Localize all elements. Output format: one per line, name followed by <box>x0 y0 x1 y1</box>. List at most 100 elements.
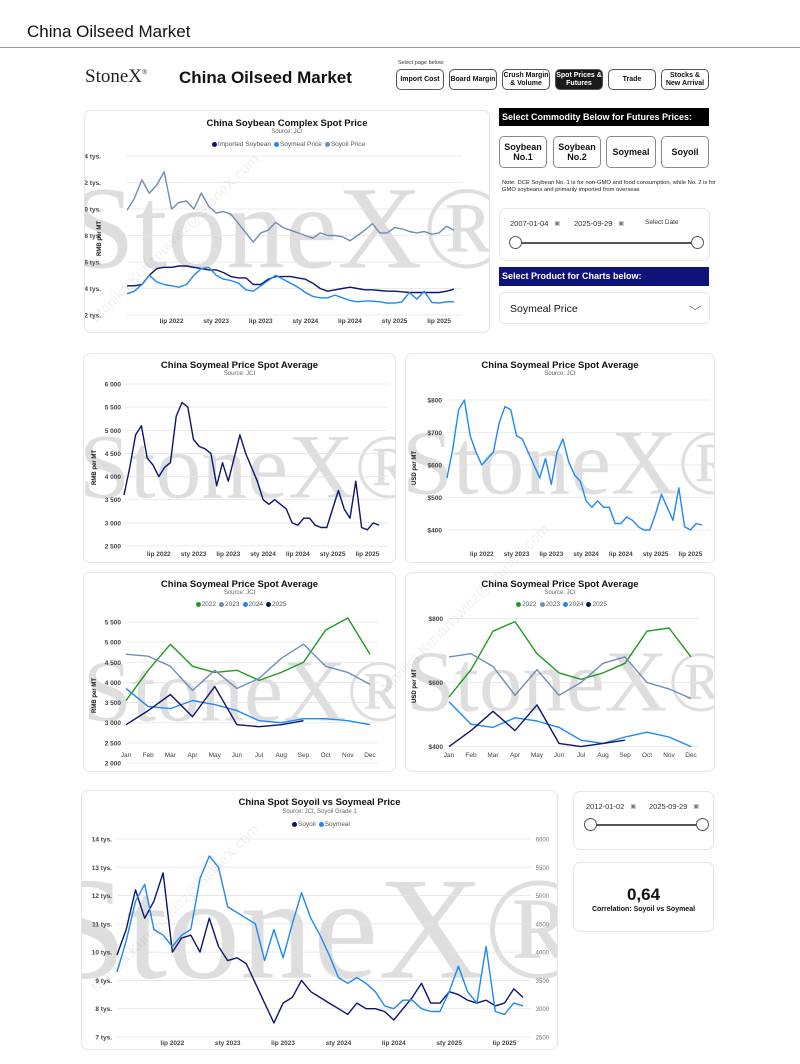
corr-slider-start-handle[interactable] <box>584 818 597 831</box>
x-tick-label: Apr <box>510 752 521 759</box>
chart-seasonal-usd: StoneX® $400 $600 $800 Jan Feb Mar Apr May Jun Jul… <box>405 572 715 772</box>
series-line-2025 <box>448 704 626 748</box>
y-right-tick-label: 5500 <box>536 866 550 872</box>
y-tick-label: 6 000 <box>105 382 122 389</box>
start-date-input[interactable]: 2007-01-04 ▣ <box>510 219 560 228</box>
series-line-2024 <box>448 701 692 748</box>
chart-legend: 2022 2023 2024 2025 <box>406 601 714 608</box>
stonex-watermark: StoneX® <box>406 412 714 514</box>
series-line-soymeal <box>123 401 380 531</box>
stonex-watermark: StoneX® <box>84 415 395 517</box>
x-tick-label: lip 2025 <box>493 1040 517 1047</box>
legend-item-2023[interactable]: 2023 <box>545 601 560 608</box>
soybean-no1-button[interactable]: Soybean No.1 <box>499 136 547 168</box>
corr-end-date-input[interactable]: 2025-09-29 ▣ <box>649 802 699 811</box>
nav-spot-prices-futuresbutton[interactable]: Spot Prices & Futures <box>555 69 603 90</box>
nav-crush-margin-volumebutton[interactable]: Crush Margin & Volume <box>502 69 550 90</box>
x-tick-label: sty 2025 <box>643 551 669 558</box>
calendar-icon: ▣ <box>554 221 561 227</box>
chart-source: Source: JCI <box>271 129 303 135</box>
y-axis-label: RMB per MT <box>92 677 98 713</box>
chart-title: China Soymeal Price Spot Average <box>160 579 319 590</box>
slider-end-handle[interactable] <box>691 236 704 249</box>
start-date-value: 2007-01-04 <box>510 219 549 228</box>
legend-item-2024[interactable]: 2024 <box>248 601 263 608</box>
y-right-tick-label: 3000 <box>536 1007 550 1013</box>
soyoil-button[interactable]: Soyoil <box>661 136 709 168</box>
stonex-watermark: StoneX® <box>406 633 714 730</box>
legend-item-soymeal[interactable]: Soymeal <box>324 821 350 828</box>
y-tick-label: 12 tys. <box>85 180 101 187</box>
y-tick-label: 13 tys. <box>92 865 112 872</box>
corr-start-date-input[interactable]: 2012-01-02 ▣ <box>586 802 636 811</box>
soybean-no2-button[interactable]: Soybean No.2 <box>553 136 601 168</box>
end-date-input[interactable]: 2025-09-29 ▣ <box>574 219 624 228</box>
legend-item-2022[interactable]: 2022 <box>522 601 537 608</box>
x-tick-label: lip 2022 <box>470 551 494 558</box>
product-selected: Soymeal Price <box>510 303 578 315</box>
legend-item-2022[interactable]: 2022 <box>201 601 217 608</box>
correlation-value: 0,64 <box>626 885 661 904</box>
calendar-icon: ▣ <box>618 221 625 227</box>
x-tick-label: lip 2022 <box>160 318 184 325</box>
legend-item-2025[interactable]: 2025 <box>271 601 287 608</box>
legend-marker <box>586 601 592 607</box>
legend-marker <box>273 141 279 147</box>
chart-source: Source: JCI <box>544 590 576 596</box>
correlation-card: 0,64 Correlation: Soyoil vs Soymeal <box>573 862 714 932</box>
y-tick-label: 3 000 <box>105 520 122 527</box>
x-tick-label: sty 2024 <box>573 551 599 558</box>
nav-board-marginbutton[interactable]: Board Margin <box>449 69 497 90</box>
nav-stocks-new-arrivalbutton[interactable]: Stocks & New Arrival <box>661 69 709 90</box>
series-line-imported-soybean <box>127 265 455 294</box>
chart-source: Source: JCI <box>223 590 256 596</box>
soymeal-button[interactable]: Soymeal <box>606 136 656 168</box>
date-slider-track[interactable] <box>516 242 696 244</box>
y-right-tick-label: 4000 <box>536 951 550 957</box>
y-right-tick-label: 3500 <box>536 979 550 985</box>
window-titlebar: China Oilseed Market <box>0 0 800 48</box>
x-tick-label: Dec <box>685 752 697 759</box>
nav-import-costbutton[interactable]: Import Cost <box>396 69 444 90</box>
y-tick-label: 3 500 <box>105 497 122 504</box>
slider-start-handle[interactable] <box>509 236 522 249</box>
x-tick-label: Sep <box>619 752 631 759</box>
y-tick-label: 2 000 <box>105 761 122 768</box>
x-tick-label: Oct <box>642 752 652 759</box>
series-line-2022 <box>448 620 692 698</box>
product-dropdown[interactable]: Soymeal Price ⌵ <box>499 292 710 324</box>
date-range-card: 2007-01-04 ▣ 2025-09-29 ▣ Select Date <box>499 208 710 261</box>
chart-svg: StoneX® 7 tys. 8 tys. 9 tys. 10 tys. 11 tys. 1… <box>82 837 557 1048</box>
legend-item-soyoil[interactable]: Soyoil <box>297 821 316 828</box>
futures-note: Note: DCE Soybean No. 1 is for non-GMO a… <box>502 180 716 193</box>
series-line-2023 <box>125 643 371 692</box>
chart-svg: StoneX® $400 $600 $800 Jan Feb Mar Apr May Jun Jul… <box>406 616 714 759</box>
y-tick-label: 2 500 <box>105 740 122 747</box>
y-tick-label: 5 500 <box>105 405 122 412</box>
y-tick-label: 4 tys. <box>85 286 101 293</box>
legend-marker <box>219 601 225 607</box>
legend-item-imported-soybean[interactable]: Imported Soybean <box>217 141 271 148</box>
y-tick-label: $400 <box>429 744 444 751</box>
y-tick-label: 6 tys. <box>85 260 101 267</box>
series-line-soyoil-price <box>126 171 455 243</box>
corr-slider-track[interactable] <box>590 824 702 826</box>
x-tick-label: sty 2025 <box>382 318 408 325</box>
calendar-icon: ▣ <box>693 804 700 810</box>
y-tick-label: $800 <box>428 398 443 405</box>
nav-tradebutton[interactable]: Trade <box>608 69 656 90</box>
legend-item-soyoil-price[interactable]: Soyoil Price <box>330 141 366 148</box>
legend-item-2024[interactable]: 2024 <box>569 601 584 608</box>
corr-start-date-value: 2012-01-02 <box>586 802 625 811</box>
y-tick-label: $600 <box>429 680 444 687</box>
corr-slider-end-handle[interactable] <box>696 818 709 831</box>
legend-marker <box>265 601 271 607</box>
product-header: Select Product for Charts below: <box>499 267 709 286</box>
legend-item-soymeal-price[interactable]: Soymeal Price <box>279 141 322 148</box>
y-tick-label: 10 tys. <box>92 950 112 957</box>
legend-item-2023[interactable]: 2023 <box>225 601 240 608</box>
series-line-2023 <box>448 652 692 700</box>
y-tick-label: 14 tys. <box>85 154 101 161</box>
legend-item-2025[interactable]: 2025 <box>592 601 607 608</box>
futures-header: Select Commodity Below for Futures Price… <box>499 108 709 126</box>
